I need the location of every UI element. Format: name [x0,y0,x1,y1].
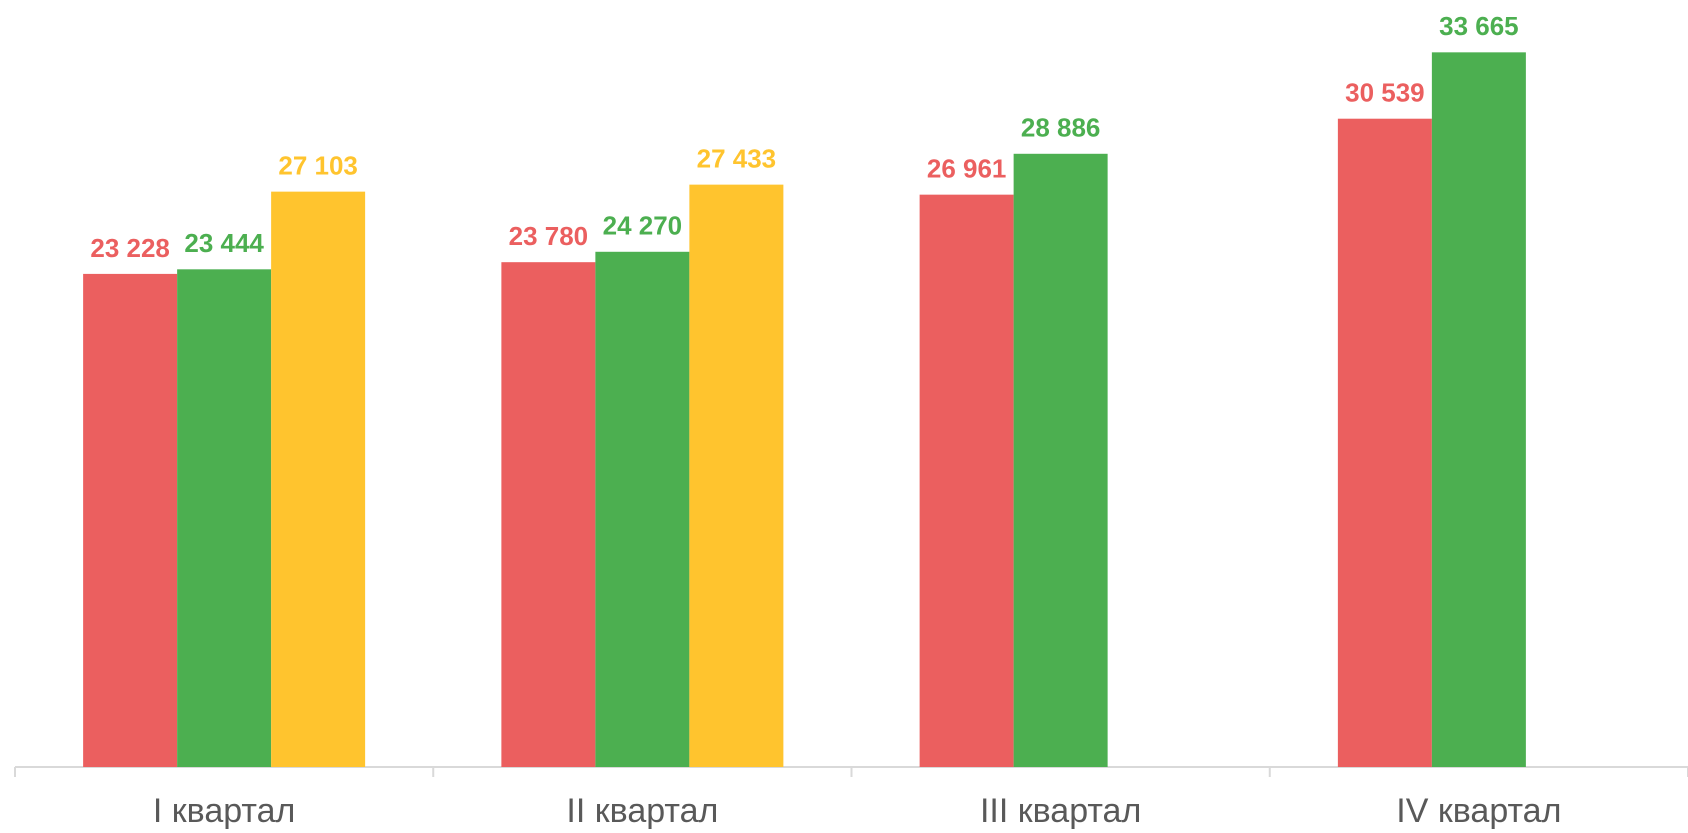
bar [271,191,366,767]
data-label: 23 780 [509,221,589,251]
data-label: 23 228 [90,233,170,263]
data-label: 28 886 [1021,113,1101,143]
data-label: 27 103 [278,151,358,181]
data-label: 27 433 [697,144,777,174]
bar [1337,118,1432,767]
data-label: 26 961 [927,154,1007,184]
bar [501,262,596,767]
data-label: 33 665 [1439,11,1519,41]
bar [595,251,690,767]
bar [83,273,178,767]
bar [177,269,272,767]
x-tick-label: III квартал [980,792,1141,830]
bar [919,194,1014,767]
data-label: 30 539 [1345,78,1425,108]
x-tick-label: I квартал [153,792,295,830]
bar [689,184,784,767]
x-tick-label: IV квартал [1396,792,1561,830]
data-label: 23 444 [184,228,264,258]
bar [1013,153,1108,767]
x-tick-label: II квартал [566,792,718,830]
bar [1431,52,1526,767]
data-label: 24 270 [603,211,683,241]
